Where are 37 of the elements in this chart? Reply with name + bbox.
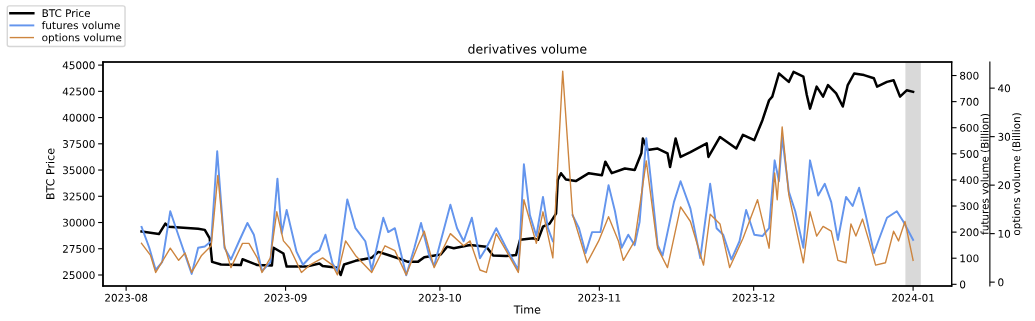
x-tick-label: 2023-10 [418, 293, 461, 302]
x-tick-label: 2023-09 [264, 293, 307, 302]
chart-title: derivatives volume [468, 44, 587, 54]
y3-tick-label: 30 [998, 132, 1011, 141]
y-axis-title: BTC Price [45, 148, 55, 199]
y2-tick-label: 500 [960, 150, 979, 158]
x-tick-label: 2023-11 [578, 293, 621, 302]
x-tick-label: 2023-08 [105, 293, 148, 302]
y3-tick-label: 10 [998, 229, 1011, 238]
y-tick-label: 45000 [62, 61, 95, 70]
y-tick-label: 37500 [63, 140, 95, 148]
y2-tick-label: 400 [959, 176, 979, 185]
x-tick-label: 2023-12 [732, 293, 775, 302]
y2-tick-label: 800 [960, 71, 979, 80]
y3-tick-label: 0 [998, 278, 1004, 287]
y3-tick-label: 40 [998, 84, 1011, 93]
y-tick-label: 40000 [62, 113, 95, 122]
y-tick-label: 30000 [63, 218, 95, 227]
y2-axis-title: futures volume (Billion) [980, 113, 990, 235]
y2-tick-label: 200 [960, 228, 979, 237]
x-tick-label: 2024-01 [892, 293, 934, 302]
y3-tick-label: 20 [998, 181, 1011, 190]
y2-tick-label: 300 [960, 202, 979, 211]
legend-label: options volume [42, 33, 122, 44]
y-tick-label: 25000 [62, 271, 95, 280]
y-tick-label: 32500 [63, 192, 95, 201]
y2-tick-label: 100 [960, 254, 979, 263]
y-tick-label: 35000 [63, 166, 95, 175]
y2-tick-label: 600 [960, 123, 979, 132]
legend-label: futures volume [41, 21, 120, 30]
y-tick-label: 27500 [62, 244, 95, 253]
y-tick-label: 42500 [62, 87, 95, 96]
y2-tick-label: 700 [960, 97, 979, 106]
y2-tick-label: 0 [960, 280, 966, 289]
legend-label: BTC Price [42, 8, 90, 18]
y3-axis-title: options volume (Billion) [1012, 113, 1023, 236]
x-axis-title: Time [513, 305, 541, 314]
